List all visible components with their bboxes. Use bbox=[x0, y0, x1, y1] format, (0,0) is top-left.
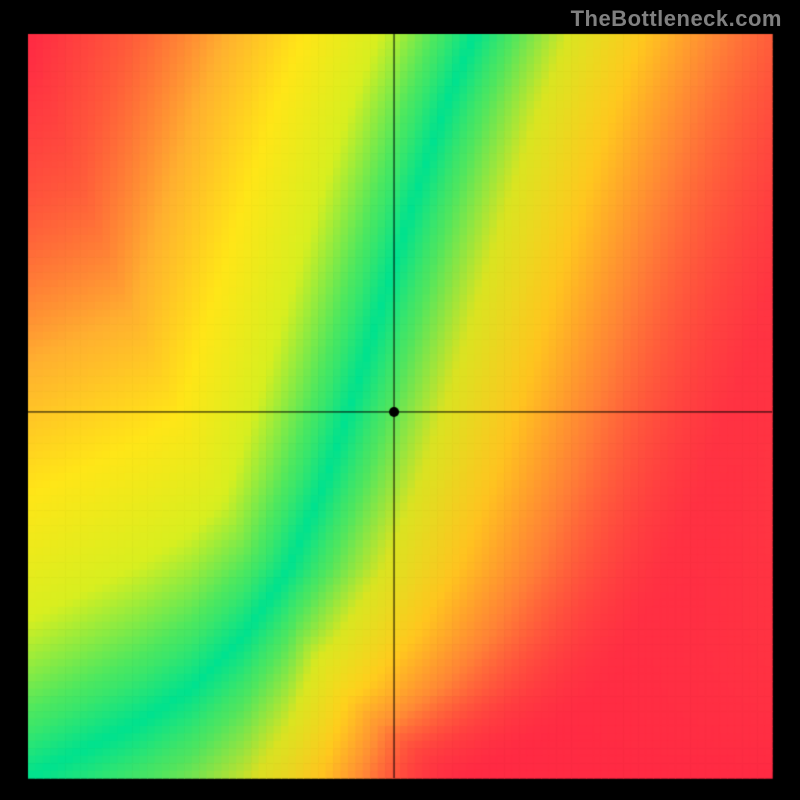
heatmap-canvas bbox=[0, 0, 800, 800]
chart-container: TheBottleneck.com bbox=[0, 0, 800, 800]
watermark-label: TheBottleneck.com bbox=[571, 6, 782, 32]
